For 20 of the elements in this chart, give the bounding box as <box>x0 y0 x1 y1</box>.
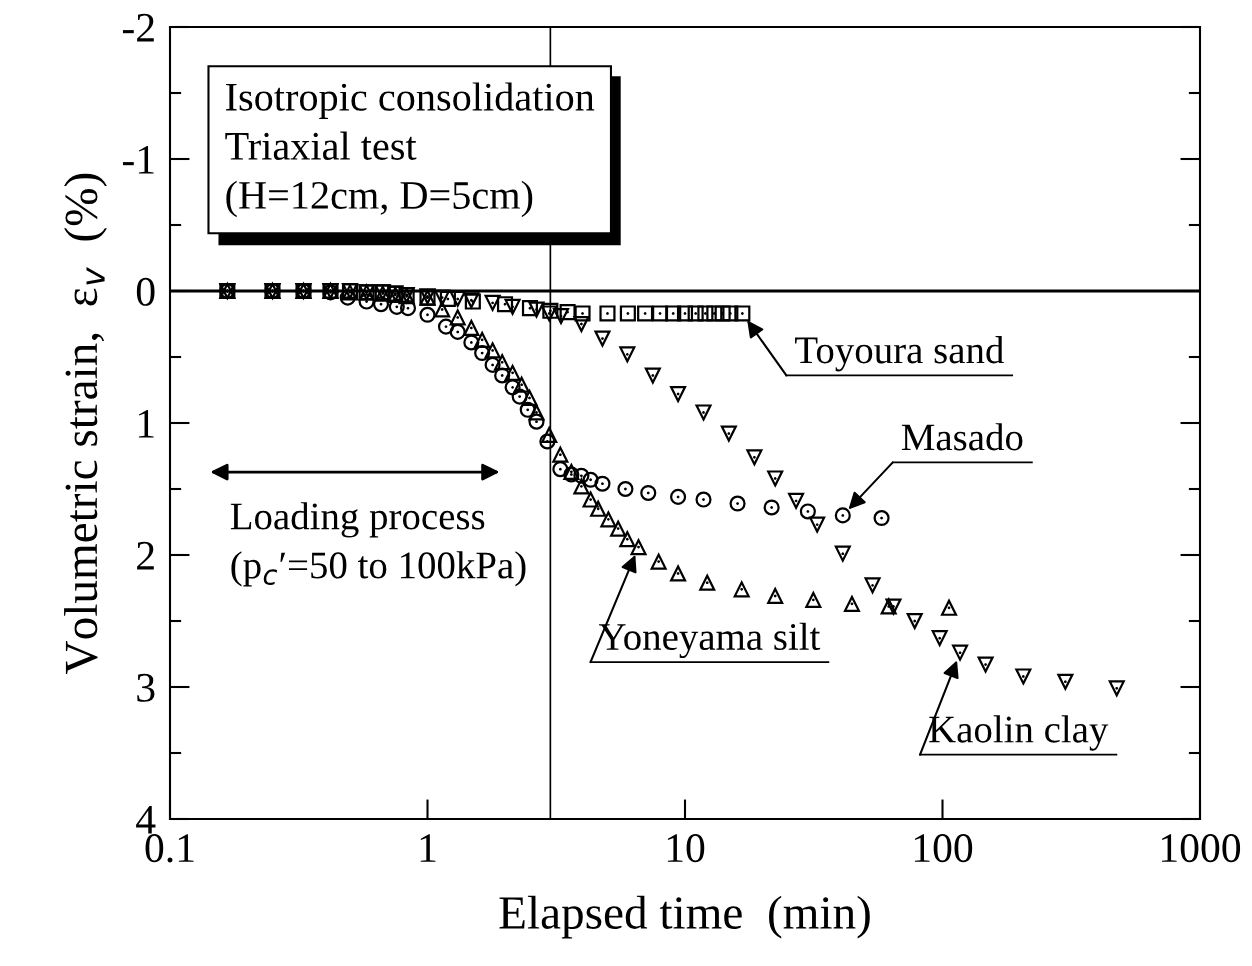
y-tick-label: -1 <box>122 145 154 174</box>
x-tick-label: 1 <box>420 834 436 862</box>
y-tick-label: -2 <box>122 13 154 42</box>
annotation: Masado <box>901 423 1023 451</box>
x-tick-label: 1000 <box>1162 834 1241 863</box>
y-tick-label: 3 <box>137 673 155 702</box>
x-tick-label: 10 <box>667 834 705 863</box>
annotation: Yoneyama silt <box>598 622 821 659</box>
y-tick-label: 0 <box>136 277 155 306</box>
x-tick-label: 100 <box>914 834 973 863</box>
annotation: Kaolin clay <box>929 715 1109 751</box>
x-axis-title: Elapsed time (min) <box>499 895 870 939</box>
y-axis-title: Volumetric strain, ε$_{v}$ (%) <box>64 173 107 674</box>
annotation: Isotropic consolidation Triaxial test (H=12cm, D=5cm) <box>225 82 595 218</box>
annotation: Loading process (p$_{c}$′=50 to 100kPa) <box>230 502 526 587</box>
y-tick-label: 1 <box>138 409 154 438</box>
y-tick-label: 4 <box>136 806 156 834</box>
annotation: Toyoura sand <box>795 336 1004 372</box>
y-tick-label: 2 <box>137 541 154 570</box>
x-tick-label: 0.1 <box>145 834 194 863</box>
